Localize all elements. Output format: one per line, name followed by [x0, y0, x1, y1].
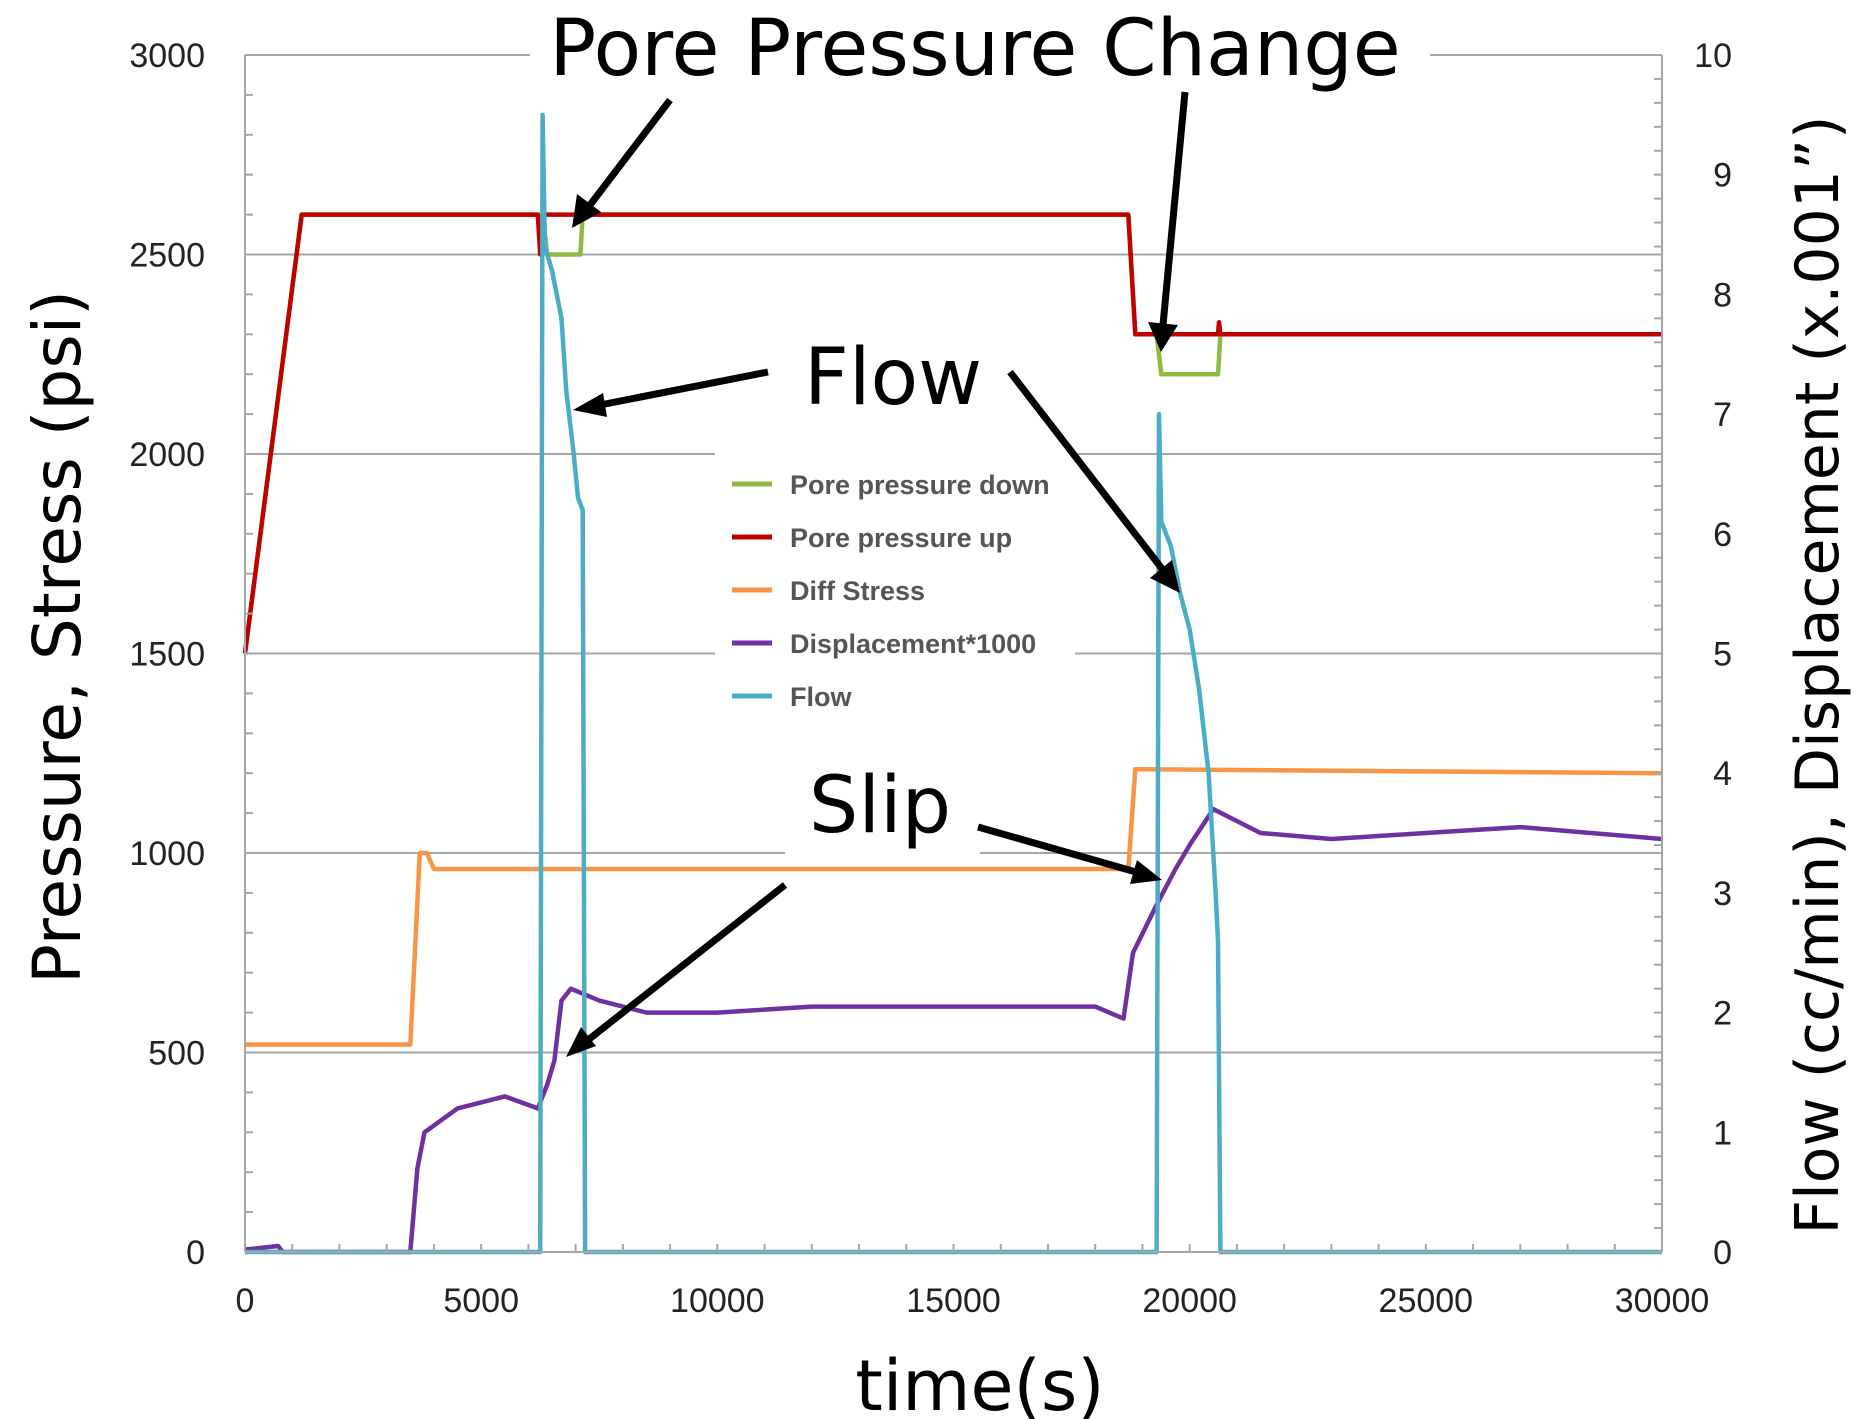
y-tick-label-3000: 3000 — [129, 37, 205, 75]
y2-tick-label-9: 9 — [1713, 157, 1732, 195]
legend-label-flow: Flow — [790, 682, 852, 712]
legend-label-diff-stress: Diff Stress — [790, 576, 925, 606]
legend-background — [715, 448, 1075, 720]
series-line-diff-stress — [245, 766, 1663, 1047]
y2-tick-label-2: 2 — [1713, 995, 1732, 1033]
y2-tick-label-8: 8 — [1713, 276, 1732, 314]
y-tick-label-2500: 2500 — [129, 237, 205, 275]
y2-tick-label-4: 4 — [1713, 755, 1732, 793]
arrow-pore-pressure-1 — [587, 97, 673, 208]
legend-label-pore-pressure-down: Pore pressure down — [790, 470, 1050, 500]
axes — [244, 54, 1663, 1253]
arrow-pore-pressure-2 — [1159, 91, 1189, 326]
y2-axis-label: Flow (cc/min), Displacement (x.001”) — [1783, 116, 1853, 1235]
arrow-flow-2 — [1007, 369, 1166, 573]
legend-label-displacement-1000: Displacement*1000 — [790, 629, 1036, 659]
arrow-slip-1 — [977, 823, 1137, 876]
x-tick-label-10000: 10000 — [670, 1282, 765, 1320]
annotation-arrows — [566, 91, 1189, 1057]
arrow-head-flow-2 — [1150, 560, 1180, 593]
x-tick-label-15000: 15000 — [906, 1282, 1001, 1320]
x-axis-label: time(s) — [855, 1345, 1104, 1419]
annotation-pore-pressure-change: Pore Pressure Change — [549, 4, 1401, 94]
y-tick-label-2000: 2000 — [129, 436, 205, 474]
arrow-head-pore-pressure-2 — [1148, 322, 1178, 352]
series-line-displacement-1000 — [244, 806, 1663, 1255]
y-tick-label-1500: 1500 — [129, 636, 205, 674]
x-tick-label-5000: 5000 — [443, 1282, 519, 1320]
annotation-slip: Slip — [809, 761, 951, 851]
annotation-flow: Flow — [804, 333, 982, 423]
series-line-pore-pressure-up — [242, 212, 1662, 654]
y2-tick-label-6: 6 — [1713, 516, 1732, 554]
y-axis-label: Pressure, Stress (psi) — [19, 290, 96, 984]
x-tick-label-20000: 20000 — [1142, 1282, 1237, 1320]
y-tick-label-0: 0 — [186, 1234, 205, 1272]
arrow-head-slip-2 — [566, 1027, 596, 1057]
annotations: Pore Pressure Change Flow Slip — [530, 4, 1430, 862]
x-tick-label-25000: 25000 — [1379, 1282, 1474, 1320]
legend-label-pore-pressure-up: Pore pressure up — [790, 523, 1012, 553]
arrow-flow-1 — [599, 368, 769, 409]
legend: Pore pressure down Pore pressure up Diff S… — [715, 448, 1075, 720]
x-tick-label-30000: 30000 — [1615, 1282, 1710, 1320]
y2-tick-label-7: 7 — [1713, 396, 1732, 434]
x-tick-label-0: 0 — [236, 1282, 255, 1320]
y2-tick-label-10: 10 — [1694, 37, 1732, 75]
arrow-slip-2 — [585, 882, 788, 1043]
arrow-head-flow-1 — [573, 393, 607, 417]
y2-tick-label-5: 5 — [1713, 636, 1732, 674]
tick-labels: 0 5000 10000 15000 20000 25000 300000500100015… — [129, 37, 1732, 1320]
y2-tick-label-0: 0 — [1713, 1234, 1732, 1272]
arrow-head-slip-1 — [1130, 860, 1162, 884]
y2-tick-label-1: 1 — [1713, 1114, 1732, 1152]
arrow-head-pore-pressure-1 — [572, 194, 601, 228]
series-lines — [242, 112, 1663, 1255]
y-tick-label-500: 500 — [148, 1035, 205, 1073]
y2-tick-label-3: 3 — [1713, 875, 1732, 913]
y-tick-label-1000: 1000 — [129, 835, 205, 873]
